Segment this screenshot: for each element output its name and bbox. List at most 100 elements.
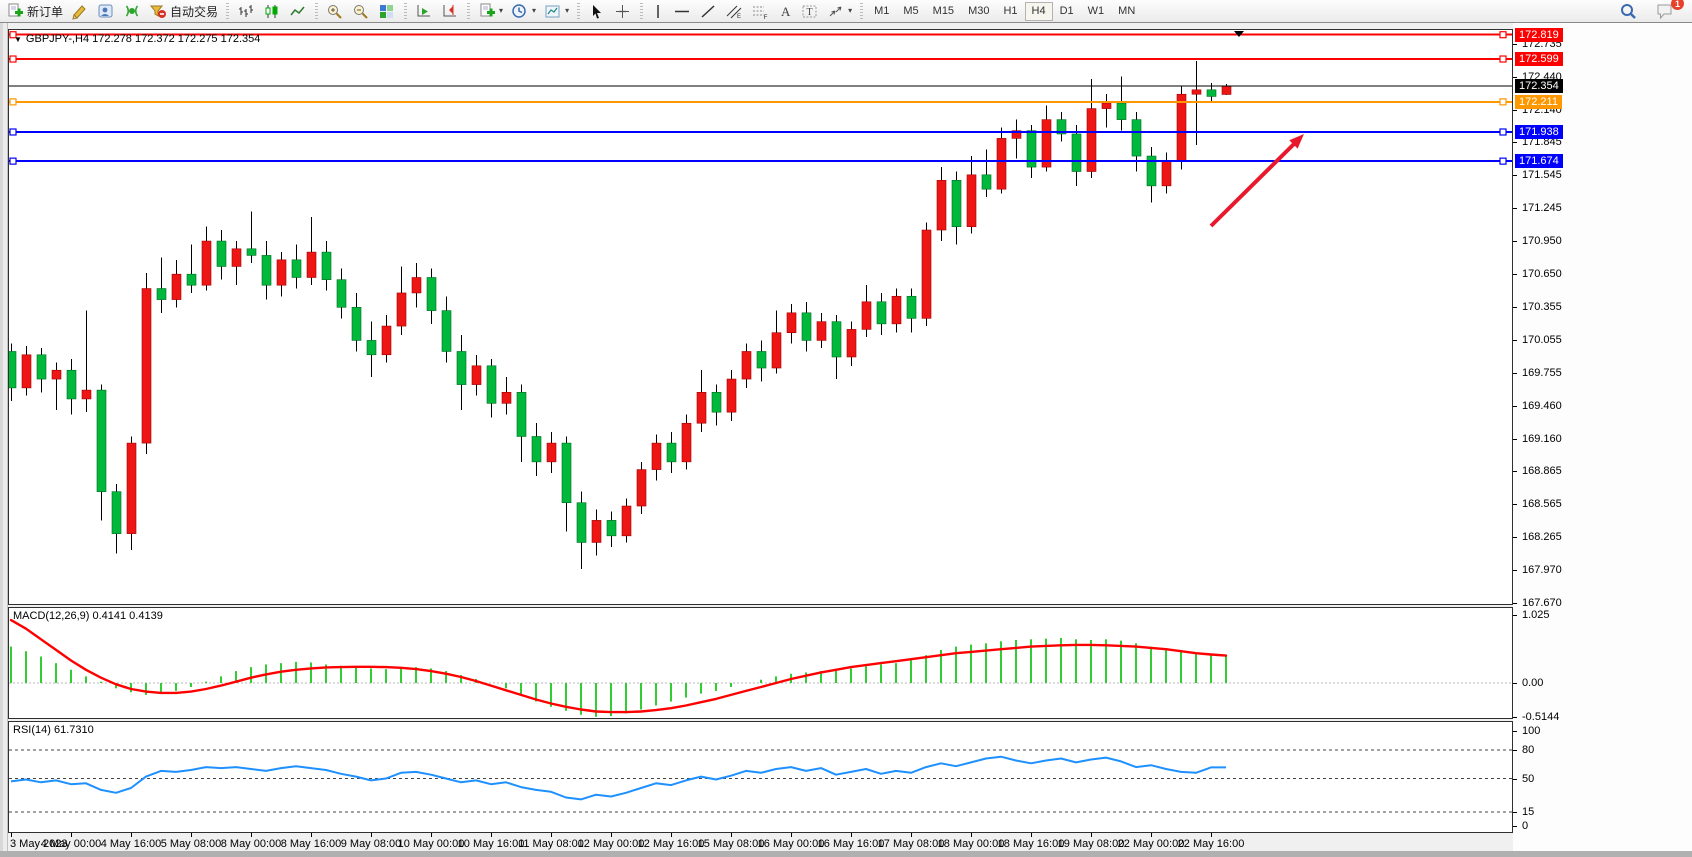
vline-button[interactable] — [647, 1, 669, 21]
timeframe-button-h4[interactable]: H4 — [1024, 1, 1053, 21]
tile-windows-button[interactable] — [374, 1, 400, 21]
price-tick — [1513, 339, 1517, 341]
search-button[interactable] — [1615, 1, 1641, 21]
indicators-button[interactable]: ▾ — [474, 1, 507, 21]
macd-label: MACD(12,26,9) 0.4141 0.4139 — [13, 610, 163, 622]
auto-scroll-button[interactable] — [411, 1, 437, 21]
autotrade-button[interactable]: 自动交易 — [145, 1, 222, 21]
timeframe-button-m15[interactable]: M15 — [932, 5, 955, 17]
timeframe-button-mn[interactable]: MN — [1118, 5, 1136, 17]
candle — [546, 432, 557, 473]
toolbar-group-separator — [577, 3, 581, 19]
periods-button[interactable]: ▾ — [507, 1, 540, 21]
candle — [216, 230, 227, 280]
time-tick — [131, 833, 132, 837]
timeframe-button-d1[interactable]: D1 — [1059, 5, 1074, 17]
candle — [321, 241, 332, 291]
candle — [591, 509, 602, 556]
price-tick-label: 169.160 — [1522, 432, 1562, 445]
symbol-dropdown-icon[interactable]: ▼ — [14, 34, 22, 44]
timeframe-button-w1[interactable]: W1 — [1087, 5, 1105, 17]
candle — [201, 226, 212, 291]
chat-button[interactable]: 1 — [1651, 0, 1684, 21]
zoom-out-button[interactable] — [348, 1, 374, 21]
arrows-icon — [827, 3, 845, 20]
candle — [621, 498, 632, 543]
timeframe-button-h1[interactable]: H1 — [1003, 5, 1018, 17]
time-axis-label: 22 May 16:00 — [1177, 838, 1245, 850]
candle — [486, 359, 497, 418]
trendline-button[interactable] — [695, 1, 721, 21]
horizontal-level-line[interactable] — [9, 55, 1512, 63]
horizontal-level-line[interactable] — [9, 128, 1512, 136]
candle — [1116, 76, 1127, 131]
macd-panel[interactable]: MACD(12,26,9) 0.4141 0.4139 — [8, 607, 1513, 719]
timeframe-button-m30[interactable]: M30 — [968, 5, 990, 17]
horizontal-level-line[interactable] — [9, 157, 1512, 165]
candle — [741, 343, 752, 388]
candle — [1056, 111, 1067, 142]
trend-arrow[interactable] — [1209, 134, 1304, 228]
time-axis-label: 4 May 00:00 — [40, 838, 102, 850]
fibo-button[interactable]: F — [747, 1, 773, 21]
bar-chart-button[interactable] — [233, 1, 259, 21]
zoom-in-button[interactable] — [322, 1, 348, 21]
signal-icon — [123, 3, 141, 20]
price-tick-label: 169.460 — [1522, 399, 1562, 412]
price-tick-label: 171.245 — [1522, 202, 1562, 215]
line-chart-button[interactable] — [285, 1, 311, 21]
time-axis[interactable]: 3 May 2023 4 May 00:00 4 May 16:00 5 May 08… — [8, 833, 1513, 851]
rsi-tick — [1513, 826, 1517, 827]
new-order-button[interactable]: 新订单 — [2, 1, 67, 21]
doc-plus-icon — [6, 3, 24, 20]
candle — [411, 263, 422, 308]
rsi-canvas[interactable] — [9, 722, 1512, 832]
templates-button[interactable]: ▾ — [540, 1, 573, 21]
time-tick — [611, 833, 612, 837]
candle-chart-button[interactable] — [259, 1, 285, 21]
channel-button[interactable]: E — [721, 1, 747, 21]
horizontal-level-line[interactable] — [9, 98, 1512, 106]
price-axis[interactable]: 172.735 172.440 172.140 171.845 171.545 171.2… — [1513, 23, 1692, 851]
timeframe-button-m1[interactable]: M1 — [874, 5, 890, 17]
time-axis-label: 18 May 16:00 — [997, 838, 1065, 850]
price-tick-label: 169.755 — [1522, 366, 1562, 379]
arrows-button[interactable]: ▾ — [823, 1, 856, 21]
chevron-down-icon: ▾ — [565, 6, 570, 15]
candle — [756, 340, 767, 382]
crayon-button[interactable] — [67, 1, 93, 21]
notification-badge: 1 — [1671, 0, 1684, 10]
price-tick — [1513, 603, 1517, 605]
crayon-icon — [71, 3, 89, 20]
candle — [111, 483, 122, 554]
main-chart-panel[interactable]: ▼ GBPJPY-,H4 172.278 172.372 172.275 172… — [8, 29, 1513, 605]
time-tick — [911, 833, 912, 837]
timeframe-button-m5[interactable]: M5 — [903, 5, 919, 17]
profiles-button[interactable] — [93, 1, 119, 21]
candle — [846, 321, 857, 366]
horizontal-level-line[interactable] — [9, 31, 1512, 39]
crosshair-button[interactable] — [610, 1, 636, 21]
chart-shift-button[interactable] — [437, 1, 463, 21]
price-tick-label: 170.055 — [1522, 333, 1562, 346]
svg-text:E: E — [737, 14, 741, 20]
time-tick — [1031, 833, 1032, 837]
macd-canvas[interactable] — [9, 608, 1512, 718]
window-left-edge — [0, 23, 8, 851]
price-tick-label: 170.355 — [1522, 300, 1562, 313]
text-button[interactable]: A — [773, 1, 797, 21]
rsi-line — [10, 755, 1226, 801]
toolbar-group-separator — [226, 3, 230, 19]
hline-button[interactable] — [669, 1, 695, 21]
cursor-button[interactable] — [584, 1, 610, 21]
time-tick — [1211, 833, 1212, 837]
candle — [261, 241, 272, 300]
rsi-panel[interactable]: RSI(14) 61.7310 — [8, 721, 1513, 833]
candle — [1071, 125, 1082, 186]
toolbar-group-separator — [404, 3, 408, 19]
window-bottom-edge — [0, 851, 1692, 857]
label-button[interactable]: T — [797, 1, 823, 21]
signal-button[interactable] — [119, 1, 145, 21]
candle — [531, 423, 542, 477]
candlestick-chart-canvas[interactable] — [9, 30, 1512, 604]
